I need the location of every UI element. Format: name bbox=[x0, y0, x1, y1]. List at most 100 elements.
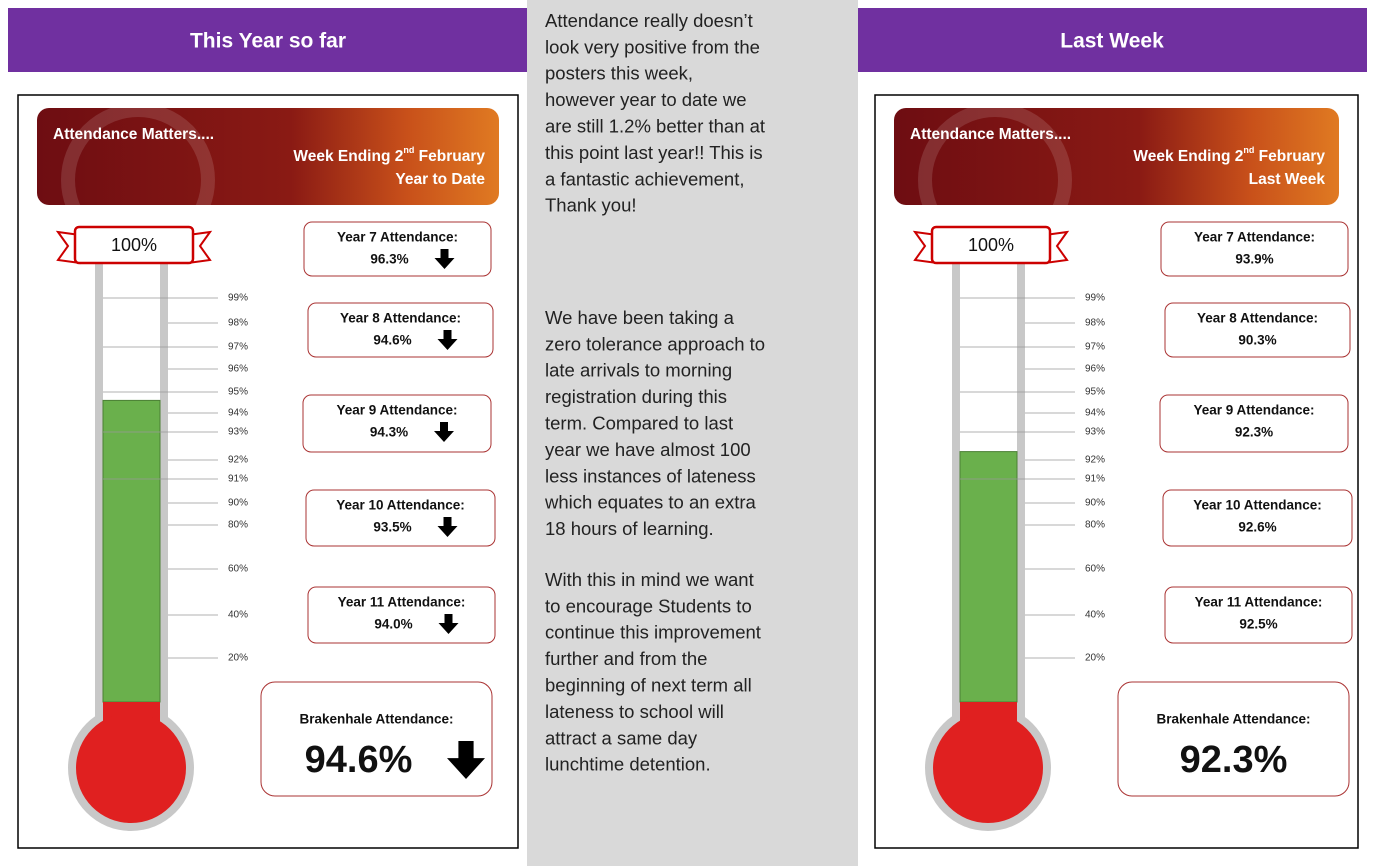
infographic: This Year so far Last Week Attendance re… bbox=[0, 0, 1373, 866]
poster: Attendance Matters.... Week Ending 2nd Fe… bbox=[875, 95, 1358, 848]
article-line: lateness to school will bbox=[545, 701, 724, 722]
article-line: attract a same day bbox=[545, 727, 698, 748]
overall-label: Brakenhale Attendance: bbox=[1156, 712, 1310, 727]
tick-label: 92% bbox=[228, 455, 248, 466]
tick-label: 93% bbox=[228, 427, 248, 438]
article-line: late arrivals to morning bbox=[545, 360, 732, 381]
year-value: 94.3% bbox=[370, 425, 408, 440]
article-line: zero tolerance approach to bbox=[545, 333, 765, 354]
article-line: are still 1.2% better than at bbox=[545, 115, 765, 136]
week-suffix: February bbox=[1254, 148, 1325, 165]
thermometer-fill bbox=[960, 452, 1017, 702]
year-value: 94.6% bbox=[373, 333, 411, 348]
article-line: further and from the bbox=[545, 648, 707, 669]
article-line: With this in mind we want bbox=[545, 569, 754, 590]
article-line: look very positive from the bbox=[545, 36, 760, 57]
week-sup: nd bbox=[1243, 145, 1254, 155]
tick-label: 40% bbox=[228, 610, 248, 621]
year-value: 92.5% bbox=[1239, 617, 1277, 632]
article-line: a fantastic achievement, bbox=[545, 168, 745, 189]
banner-period: Last Week bbox=[1249, 171, 1326, 188]
year-label: Year 10 Attendance: bbox=[1193, 498, 1322, 513]
year-value: 92.3% bbox=[1235, 425, 1273, 440]
year-label: Year 8 Attendance: bbox=[340, 311, 461, 326]
article-line: which equates to an extra bbox=[544, 492, 757, 513]
article-line: term. Compared to last bbox=[545, 412, 733, 433]
year-label: Year 11 Attendance: bbox=[1195, 595, 1323, 610]
article-line: less instances of lateness bbox=[545, 465, 756, 486]
tick-label: 40% bbox=[1085, 610, 1105, 621]
year-label: Year 10 Attendance: bbox=[336, 498, 465, 513]
tick-label: 99% bbox=[228, 293, 248, 304]
tick-label: 90% bbox=[228, 498, 248, 509]
tick-label: 60% bbox=[228, 564, 248, 575]
left-header: This Year so far bbox=[190, 30, 346, 53]
overall-value: 94.6% bbox=[305, 739, 413, 781]
article-line: We have been taking a bbox=[545, 307, 735, 328]
article-line: posters this week, bbox=[545, 63, 693, 84]
tick-label: 99% bbox=[1085, 293, 1105, 304]
year-label: Year 7 Attendance: bbox=[337, 230, 458, 245]
banner-period: Year to Date bbox=[395, 171, 485, 188]
year-value: 93.9% bbox=[1235, 252, 1273, 267]
tick-label: 80% bbox=[1085, 520, 1105, 531]
year-value: 92.6% bbox=[1238, 520, 1276, 535]
year-value: 90.3% bbox=[1238, 333, 1276, 348]
article-line: this point last year!! This is bbox=[545, 142, 763, 163]
tick-label: 60% bbox=[1085, 564, 1105, 575]
tick-label: 97% bbox=[1085, 342, 1105, 353]
tick-label: 94% bbox=[1085, 408, 1105, 419]
week-prefix: Week Ending 2 bbox=[293, 148, 403, 165]
tick-label: 95% bbox=[1085, 387, 1105, 398]
tick-label: 20% bbox=[228, 653, 248, 664]
ribbon-label: 100% bbox=[111, 235, 157, 255]
banner-week-ending: Week Ending 2nd February bbox=[1133, 145, 1325, 165]
year-label: Year 9 Attendance: bbox=[336, 403, 457, 418]
tick-label: 95% bbox=[228, 387, 248, 398]
page: {"left_header": "This Year so far", "rig… bbox=[0, 0, 1373, 866]
poster: Attendance Matters.... Week Ending 2nd Fe… bbox=[18, 95, 518, 848]
year-label: Year 8 Attendance: bbox=[1197, 311, 1318, 326]
year-value: 93.5% bbox=[373, 520, 411, 535]
article-line: however year to date we bbox=[545, 89, 747, 110]
article-line: lunchtime detention. bbox=[545, 754, 711, 775]
tick-label: 91% bbox=[228, 474, 248, 485]
tick-label: 90% bbox=[1085, 498, 1105, 509]
week-sup: nd bbox=[403, 145, 414, 155]
tick-label: 98% bbox=[1085, 318, 1105, 329]
tick-label: 97% bbox=[228, 342, 248, 353]
article-line: to encourage Students to bbox=[545, 595, 752, 616]
tick-label: 92% bbox=[1085, 455, 1105, 466]
tick-label: 80% bbox=[228, 520, 248, 531]
tick-label: 94% bbox=[228, 408, 248, 419]
year-value: 94.0% bbox=[374, 617, 412, 632]
tick-label: 91% bbox=[1085, 474, 1105, 485]
article-line: beginning of next term all bbox=[545, 674, 752, 695]
year-label: Year 11 Attendance: bbox=[338, 595, 466, 610]
tick-label: 98% bbox=[228, 318, 248, 329]
article-line: Attendance really doesn’t bbox=[545, 10, 753, 31]
tick-label: 96% bbox=[1085, 364, 1105, 375]
article-line: registration during this bbox=[545, 386, 727, 407]
banner-title: Attendance Matters.... bbox=[53, 126, 214, 143]
overall-label: Brakenhale Attendance: bbox=[299, 712, 453, 727]
bulb bbox=[933, 713, 1043, 823]
year-value: 96.3% bbox=[370, 252, 408, 267]
year-label: Year 7 Attendance: bbox=[1194, 230, 1315, 245]
tick-label: 96% bbox=[228, 364, 248, 375]
article-line: year we have almost 100 bbox=[545, 439, 751, 460]
week-prefix: Week Ending 2 bbox=[1133, 148, 1243, 165]
bulb bbox=[76, 713, 186, 823]
thermometer-fill bbox=[103, 400, 160, 702]
article-line: 18 hours of learning. bbox=[545, 518, 714, 539]
year-label: Year 9 Attendance: bbox=[1193, 403, 1314, 418]
banner-title: Attendance Matters.... bbox=[910, 126, 1071, 143]
right-header: Last Week bbox=[1060, 30, 1164, 53]
overall-value: 92.3% bbox=[1180, 739, 1288, 781]
ribbon-label: 100% bbox=[968, 235, 1014, 255]
tick-label: 93% bbox=[1085, 427, 1105, 438]
article-line: continue this improvement bbox=[545, 622, 761, 643]
week-suffix: February bbox=[414, 148, 485, 165]
article-line: Thank you! bbox=[545, 195, 637, 216]
tick-label: 20% bbox=[1085, 653, 1105, 664]
